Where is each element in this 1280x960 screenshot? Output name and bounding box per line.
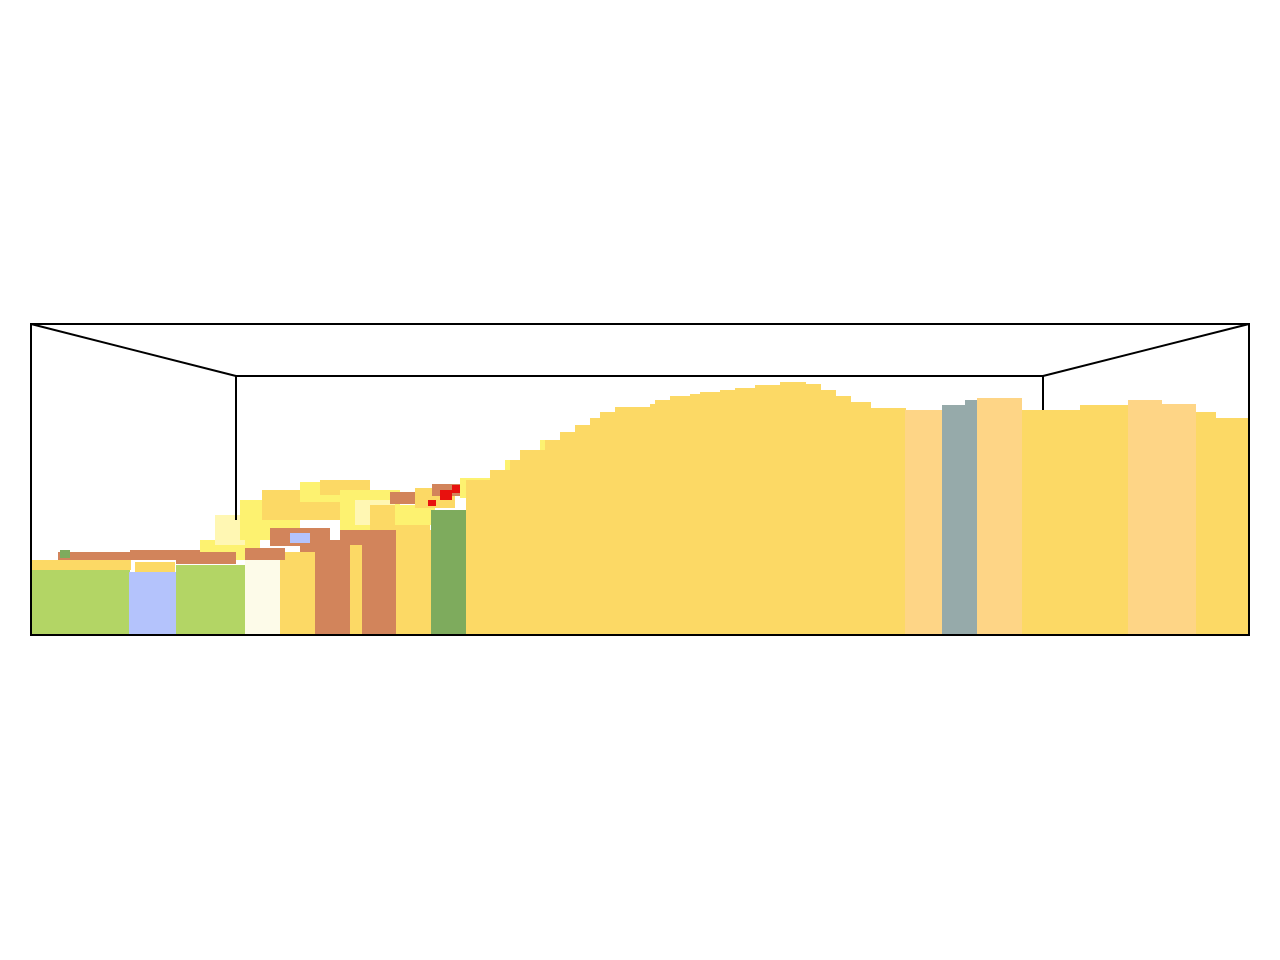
bounding-box-frame: [30, 323, 1250, 636]
far-terrain-block: [440, 490, 452, 500]
surface-column: [650, 404, 656, 635]
front-face-column: [280, 552, 315, 635]
surface-cap-block: [31, 560, 131, 570]
surface-column: [530, 450, 546, 635]
surface-column: [575, 425, 591, 635]
surface-cap-block: [245, 548, 285, 560]
front-face-column: [965, 400, 977, 635]
surface-column: [820, 390, 836, 635]
front-face-column: [350, 545, 362, 635]
surface-column: [600, 412, 616, 635]
far-terrain-block: [428, 500, 436, 506]
far-terrain-block: [290, 533, 310, 543]
surface-column: [590, 418, 601, 635]
surface-column: [670, 396, 691, 635]
front-face-column: [1022, 410, 1080, 635]
surface-column: [615, 407, 651, 635]
surface-cap-block: [135, 562, 175, 572]
front-terrain-layer: [31, 382, 1249, 635]
surface-cap-block: [130, 550, 200, 560]
surface-column: [510, 460, 531, 635]
surface-cap-block: [58, 552, 138, 560]
front-face-column: [396, 530, 431, 635]
front-face-column: [1128, 400, 1162, 635]
surface-column: [780, 382, 806, 635]
front-face-column: [1196, 412, 1216, 635]
surface-column: [720, 390, 736, 635]
front-face-column: [1010, 404, 1022, 635]
surface-column: [545, 440, 561, 635]
surface-column: [755, 385, 781, 635]
surface-column: [700, 392, 721, 635]
far-terrain-block: [390, 492, 420, 504]
surface-cap-block: [60, 550, 70, 558]
bounding-box-diagonal-top-right: [1042, 323, 1250, 377]
front-face-column: [1216, 418, 1249, 635]
surface-column: [490, 470, 511, 635]
bounding-box-front-face: [30, 323, 1250, 636]
front-face-column: [905, 410, 942, 635]
far-terrain-block: [395, 505, 435, 525]
front-face-column: [40, 560, 130, 635]
front-face-column: [245, 558, 280, 635]
front-face-column: [176, 565, 245, 635]
front-face-column: [1162, 404, 1196, 635]
front-face-column: [431, 510, 466, 635]
front-face-column: [1080, 405, 1128, 635]
surface-column: [466, 480, 491, 635]
front-face-column: [129, 572, 176, 635]
bounding-box-diagonal-top-left: [30, 323, 237, 377]
surface-column: [805, 384, 821, 635]
front-face-column: [362, 540, 396, 635]
surface-column: [690, 394, 701, 635]
surface-column: [850, 402, 871, 635]
surface-column: [835, 396, 851, 635]
surface-column: [870, 408, 906, 635]
surface-column: [655, 400, 671, 635]
surface-cap-block: [176, 552, 236, 564]
far-terrain-block: [452, 485, 464, 493]
front-face-column: [315, 548, 350, 635]
surface-column: [735, 388, 756, 635]
surface-column: [560, 432, 576, 635]
